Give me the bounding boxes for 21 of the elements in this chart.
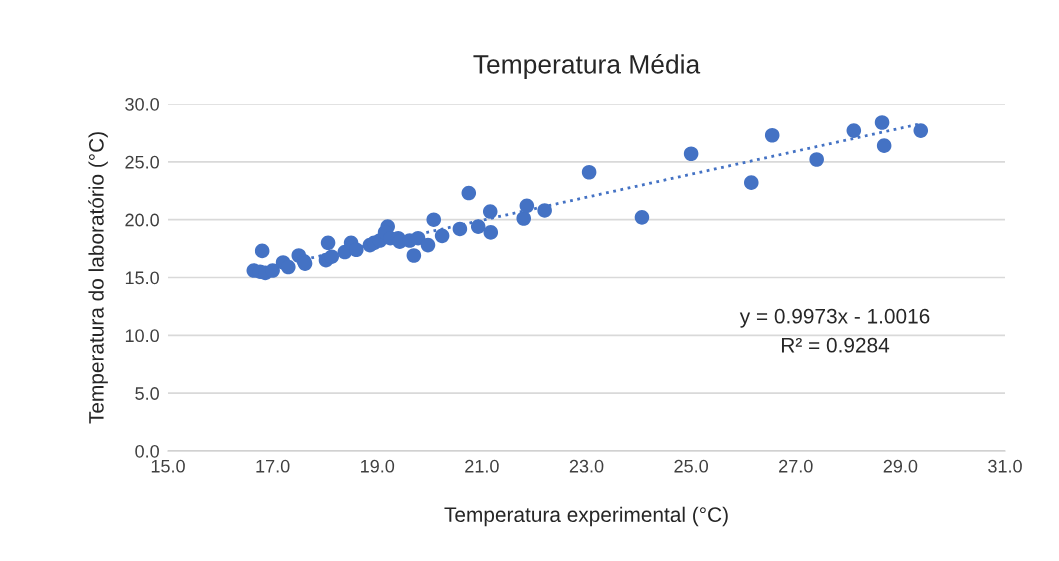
y-tick-label: 15.0 bbox=[125, 271, 159, 285]
chart-title: Temperatura Média bbox=[473, 54, 701, 79]
y-tick-label: 10.0 bbox=[125, 329, 159, 343]
annotation: y = 0.9973x - 1.0016 bbox=[739, 308, 930, 328]
x-tick-label: 23.0 bbox=[569, 459, 604, 473]
x-tick-label: 15.0 bbox=[151, 459, 185, 473]
y-tick-label: 0.0 bbox=[135, 444, 159, 458]
annotation: R² = 0.9284 bbox=[781, 337, 890, 353]
x-tick-label: 29.0 bbox=[883, 459, 918, 473]
y-tick-label: 25.0 bbox=[125, 155, 159, 169]
x-tick-label: 31.0 bbox=[988, 459, 1022, 473]
y-axis-title: Temperatura do laboratório (°C) bbox=[88, 132, 108, 424]
x-tick-label: 19.0 bbox=[361, 459, 395, 473]
y-tick-label: 30.0 bbox=[125, 97, 159, 111]
x-tick-label: 17.0 bbox=[256, 459, 290, 473]
x-tick-label: 25.0 bbox=[674, 459, 708, 473]
y-tick-label: 5.0 bbox=[135, 387, 159, 400]
x-axis-title: Temperatura experimental (°C) bbox=[444, 506, 728, 527]
x-tick-label: 21.0 bbox=[465, 459, 499, 473]
y-tick-label: 20.0 bbox=[125, 213, 159, 227]
x-tick-label: 27.0 bbox=[779, 459, 813, 473]
